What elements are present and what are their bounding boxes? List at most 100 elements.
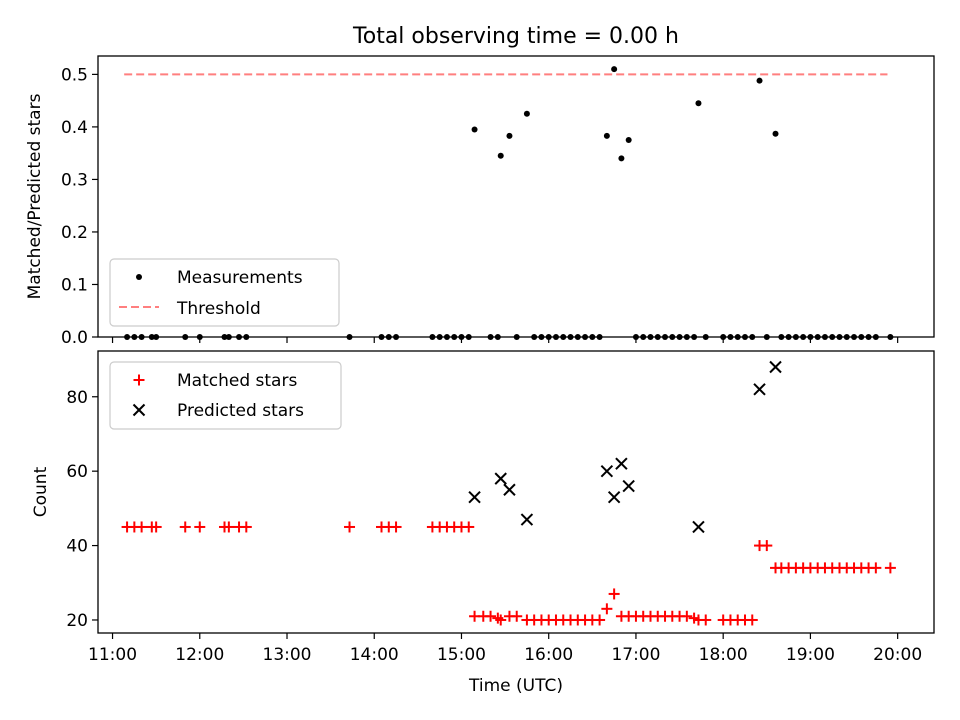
measurement-point bbox=[702, 334, 709, 340]
predicted-star-point bbox=[615, 457, 628, 470]
predicted-star-point bbox=[468, 491, 481, 504]
matched-star-point bbox=[608, 588, 620, 600]
measurement-point bbox=[662, 334, 669, 340]
measurement-point bbox=[378, 334, 385, 340]
count-xtick-label: 16:00 bbox=[524, 645, 573, 665]
measurement-point bbox=[465, 334, 472, 340]
count-xtick-label: 13:00 bbox=[263, 645, 312, 665]
measurement-point bbox=[582, 334, 589, 340]
matched-star-point bbox=[485, 610, 497, 622]
measurement-point bbox=[843, 334, 850, 340]
measurement-point bbox=[785, 334, 792, 340]
measurement-point bbox=[225, 334, 232, 340]
measurement-point bbox=[443, 334, 450, 340]
matched-star-point bbox=[601, 603, 613, 615]
measurement-point bbox=[778, 334, 785, 340]
ratio-ytick-label: 0.3 bbox=[61, 170, 88, 190]
count-ytick-label: 20 bbox=[66, 611, 88, 631]
measurement-point bbox=[243, 334, 250, 340]
predicted-star-point-b bbox=[769, 360, 782, 374]
measurement-point bbox=[589, 334, 596, 340]
measurement-point bbox=[513, 334, 520, 340]
count-xtick-label: 17:00 bbox=[611, 645, 660, 665]
matched-star-point bbox=[194, 521, 206, 533]
matched-star-point bbox=[344, 521, 356, 533]
legend-matched-marker bbox=[133, 374, 145, 386]
measurement-point bbox=[487, 334, 494, 340]
count-xtick-label: 20:00 bbox=[873, 645, 922, 665]
matched-star-point bbox=[511, 610, 523, 622]
measurement-point bbox=[148, 334, 155, 340]
legend-predicted-marker bbox=[132, 403, 146, 417]
ratio-legend-box bbox=[109, 258, 340, 327]
predicted-star-point-b bbox=[494, 472, 507, 485]
count-panel: 20 40 60 80 11:00 12:00 13:00 14:00 15:00 16:00 17… bbox=[31, 350, 935, 696]
measurement-point bbox=[772, 130, 779, 137]
measurement-point bbox=[531, 334, 538, 340]
matched-star-point bbox=[594, 614, 606, 626]
measurement-point bbox=[676, 334, 683, 340]
measurement-point bbox=[567, 334, 574, 340]
predicted-star-point-b bbox=[615, 457, 628, 470]
measurement-point bbox=[887, 334, 894, 340]
measurement-point bbox=[625, 137, 632, 144]
ratio-ylabel: Matched/Predicted stars bbox=[25, 93, 45, 299]
matched-star-point bbox=[746, 614, 758, 626]
measurement-point bbox=[346, 334, 353, 340]
measurement-point bbox=[506, 132, 513, 139]
measurement-point bbox=[131, 334, 138, 340]
predicted-star-point-b bbox=[753, 383, 766, 396]
ratio-ytick-label: 0.5 bbox=[61, 65, 88, 85]
matched-star-point bbox=[136, 521, 148, 533]
legend-threshold-label: Threshold bbox=[176, 299, 261, 319]
measurement-point bbox=[497, 152, 504, 159]
count-xtick-label: 15:00 bbox=[437, 645, 486, 665]
measurement-point bbox=[792, 334, 799, 340]
measurement-point bbox=[756, 77, 763, 84]
measurement-point bbox=[858, 334, 865, 340]
measurement-point bbox=[749, 334, 756, 340]
measurement-point bbox=[451, 334, 458, 340]
predicted-star-point bbox=[494, 472, 507, 485]
count-ytick-label: 80 bbox=[66, 388, 88, 408]
ratio-panel: 0.0 0.1 0.2 0.3 0.4 0.5 Matched/Predicted star… bbox=[25, 55, 935, 348]
measurement-point bbox=[436, 334, 443, 340]
matched-star-point bbox=[681, 610, 693, 622]
measurement-point bbox=[523, 110, 530, 117]
predicted-star-point bbox=[622, 479, 635, 493]
predicted-star-point bbox=[769, 360, 782, 374]
ratio-ytick-label: 0.4 bbox=[61, 118, 88, 138]
measurement-point bbox=[618, 155, 625, 162]
measurement-point bbox=[429, 334, 436, 340]
matched-star-point bbox=[390, 521, 402, 533]
measurement-point bbox=[236, 334, 243, 340]
measurement-point bbox=[611, 66, 618, 73]
predicted-star-point-b bbox=[622, 479, 635, 493]
measurement-point bbox=[221, 334, 228, 340]
measurement-point bbox=[734, 334, 741, 340]
count-xlabel: Time (UTC) bbox=[468, 676, 563, 696]
measurement-point bbox=[574, 334, 581, 340]
legend-measurements-marker bbox=[136, 274, 142, 280]
measurement-point bbox=[124, 334, 131, 340]
measurement-point bbox=[603, 132, 610, 139]
matched-star-point bbox=[700, 614, 712, 626]
legend-predicted-marker-b bbox=[132, 403, 146, 417]
count-xtick-label: 18:00 bbox=[699, 645, 748, 665]
measurement-point bbox=[560, 334, 567, 340]
measurement-point bbox=[182, 334, 189, 340]
measurement-point bbox=[393, 334, 400, 340]
figure-title: Total observing time = 0.00 h bbox=[352, 24, 679, 49]
measurement-point bbox=[494, 334, 501, 340]
measurement-point bbox=[865, 334, 872, 340]
measurement-point bbox=[385, 334, 392, 340]
matched-star-point bbox=[495, 614, 507, 626]
count-legend-box bbox=[109, 361, 342, 430]
measurement-point bbox=[727, 334, 734, 340]
count-frame bbox=[97, 350, 935, 634]
count-ytick-label: 40 bbox=[66, 537, 88, 557]
predicted-star-point bbox=[503, 483, 516, 496]
ratio-legend: Measurements Threshold bbox=[109, 258, 340, 327]
matched-star-point bbox=[179, 521, 191, 533]
measurement-point bbox=[654, 334, 661, 340]
